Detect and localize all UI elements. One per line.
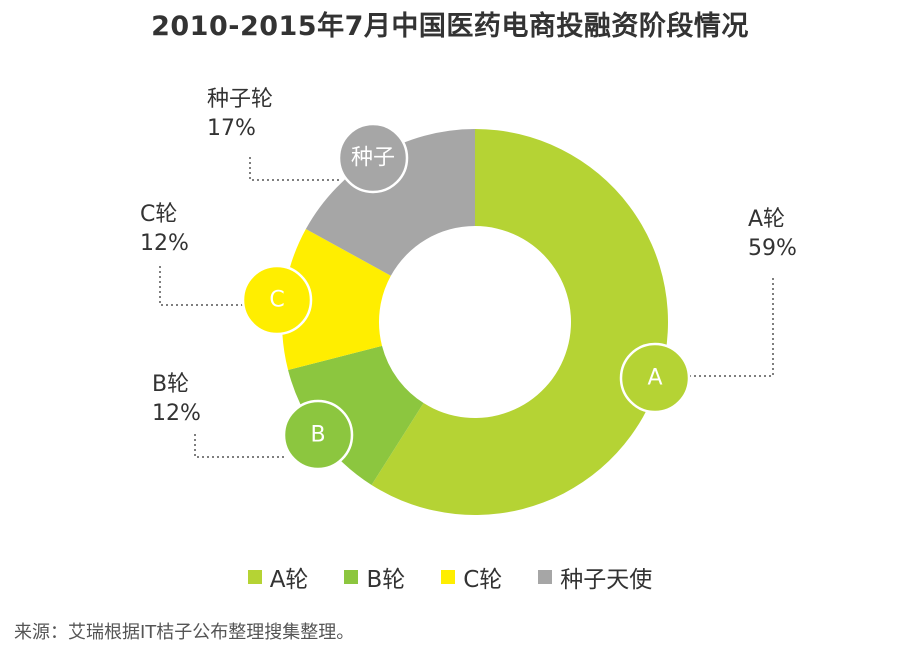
slice-value-label-4: 17% [207, 116, 256, 141]
legend-label: B轮 [366, 567, 406, 593]
slice-badge-text-4: 种子 [351, 146, 395, 171]
legend-item-3: C轮 [441, 560, 502, 594]
slice-name-label-3: C轮 [140, 202, 177, 227]
slice-value-label-1: 59% [748, 236, 797, 261]
slice-name-label-4: 种子轮 [207, 87, 273, 112]
legend-item-2: B轮 [344, 560, 405, 594]
leader-line-1 [689, 275, 774, 377]
legend-swatch [441, 570, 456, 584]
legend-label: A轮 [269, 567, 309, 593]
donut-slice-3 [282, 229, 391, 370]
legend-swatch [538, 570, 553, 584]
legend-swatch [247, 570, 262, 584]
donut-slice-2 [288, 345, 424, 485]
leader-line-2 [194, 432, 284, 458]
slice-name-label-1: A轮 [748, 207, 785, 232]
legend-label: 种子天使 [560, 567, 653, 593]
chart-title: 2010-2015年7月中国医药电商投融资阶段情况 [151, 11, 749, 42]
legend-swatch [344, 570, 359, 584]
donut-slice-4 [305, 129, 475, 276]
legend-item-4: 种子天使 [538, 560, 652, 594]
slice-badge-4 [337, 122, 409, 194]
donut-slice-1 [371, 129, 668, 515]
slice-badge-text-3: C [269, 288, 284, 313]
leader-line-4 [249, 154, 339, 181]
slice-badge-1 [619, 342, 691, 414]
slice-value-label-2: 12% [152, 401, 201, 426]
slice-value-label-3: 12% [140, 231, 189, 256]
legend-label: C轮 [463, 567, 503, 593]
slice-badge-3 [241, 264, 313, 336]
slice-badge-2 [282, 399, 354, 471]
legend: A轮 B轮 C轮 种子天使 [0, 560, 900, 594]
slice-badge-text-1: A [647, 366, 662, 391]
slice-name-label-2: B轮 [152, 372, 189, 397]
leader-line-3 [159, 266, 243, 306]
legend-item-1: A轮 [247, 560, 309, 594]
source-note: 来源：艾瑞根据IT桔子公布整理搜集整理。 [14, 622, 355, 643]
slice-badge-text-2: B [310, 423, 325, 448]
